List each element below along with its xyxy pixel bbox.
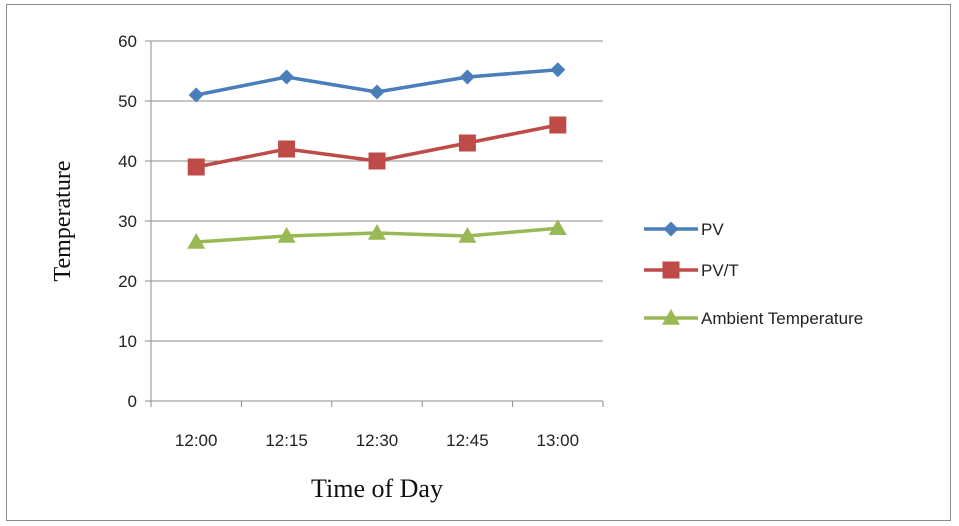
legend: PV PV/T Ambient Temperature: [644, 220, 863, 328]
gridlines: [151, 40, 603, 342]
data-point: [549, 116, 567, 134]
y-axis-title: Temperature: [50, 161, 76, 282]
y-tick-label: 10: [118, 332, 137, 351]
x-tick-labels: 12:00 12:15 12:30 12:45 13:00: [175, 431, 579, 450]
x-tick-label: 13:00: [537, 431, 580, 450]
data-point: [368, 224, 386, 240]
legend-swatch-marker: [662, 309, 680, 325]
data-point: [187, 158, 205, 176]
x-axis-title: Time of Day: [311, 474, 443, 503]
series-layer: [187, 62, 567, 249]
data-point: [369, 84, 385, 100]
legend-label: PV/T: [701, 261, 739, 280]
y-tick-label: 60: [118, 32, 137, 51]
y-tick-label: 20: [118, 272, 137, 291]
y-tick-label: 30: [118, 212, 137, 231]
chart-frame: [6, 4, 951, 521]
series-pv: [188, 62, 566, 103]
data-point: [278, 140, 296, 158]
legend-item: PV: [644, 220, 724, 239]
axes: [145, 40, 604, 407]
y-tick-label: 40: [118, 152, 137, 171]
data-point: [277, 227, 296, 243]
data-point: [458, 134, 476, 152]
data-point: [279, 69, 295, 85]
legend-item: PV/T: [644, 261, 739, 280]
legend-swatch-marker: [663, 221, 679, 237]
y-tick-label: 50: [118, 92, 137, 111]
legend-swatch-marker: [662, 261, 680, 279]
x-tick-label: 12:30: [356, 431, 399, 450]
data-point: [548, 219, 567, 235]
legend-label: PV: [701, 220, 724, 239]
data-point: [550, 62, 566, 78]
x-tick-label: 12:00: [175, 431, 218, 450]
data-point: [188, 87, 204, 103]
x-tick-label: 12:45: [446, 431, 489, 450]
data-point: [459, 69, 475, 85]
data-point: [368, 152, 386, 170]
series-pv-t: [187, 116, 567, 176]
series-ambient-temperature: [187, 219, 567, 249]
y-tick-label: 0: [128, 392, 137, 411]
data-point: [458, 227, 477, 243]
legend-label: Ambient Temperature: [701, 309, 863, 328]
y-tick-labels: 0 10 20 30 40 50 60: [118, 32, 137, 411]
x-tick-label: 12:15: [265, 431, 308, 450]
legend-item: Ambient Temperature: [644, 309, 863, 328]
data-point: [187, 233, 206, 249]
